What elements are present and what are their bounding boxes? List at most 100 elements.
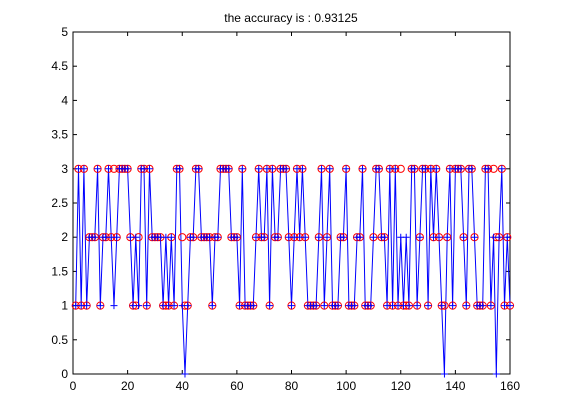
predicted-point xyxy=(208,302,216,310)
actual-point xyxy=(287,301,296,310)
actual-point xyxy=(470,233,479,242)
predicted-point xyxy=(498,165,506,173)
predicted-point xyxy=(462,302,470,310)
actual-point xyxy=(459,233,468,242)
predicted-markers xyxy=(72,165,514,378)
predicted-point xyxy=(460,233,468,241)
predicted-point xyxy=(367,302,375,310)
predicted-point xyxy=(94,165,102,173)
predicted-point xyxy=(132,233,140,241)
actual-point xyxy=(358,164,367,173)
predicted-point xyxy=(274,233,282,241)
actual-point xyxy=(93,164,102,173)
actual-point xyxy=(415,233,424,242)
predicted-point xyxy=(288,302,295,310)
x-tick-label: 80 xyxy=(285,379,299,393)
actual-point xyxy=(448,301,457,310)
x-tick-label: 60 xyxy=(230,379,244,393)
actual-point xyxy=(208,301,217,310)
predicted-point xyxy=(135,302,143,310)
predicted-point xyxy=(255,165,263,173)
actual-point xyxy=(322,233,332,242)
predicted-point xyxy=(176,165,184,173)
predicted-point xyxy=(170,302,178,310)
predicted-point xyxy=(449,302,457,310)
actual-point xyxy=(254,164,263,173)
predicted-point xyxy=(189,233,197,241)
predicted-point xyxy=(301,233,309,241)
predicted-point xyxy=(105,165,113,173)
predicted-point xyxy=(440,370,448,378)
predicted-point xyxy=(405,302,413,310)
predicted-point xyxy=(468,165,476,173)
actual-point xyxy=(369,233,378,242)
predicted-point xyxy=(315,233,323,241)
actual-point xyxy=(497,164,506,173)
x-tick-label: 140 xyxy=(445,379,465,393)
predicted-point xyxy=(487,302,495,310)
predicted-point xyxy=(369,233,377,241)
predicted-point xyxy=(435,233,443,241)
axis-tick-labels: 0 20 40 60 80 100 120 140 160 0 0.5 1 1.5 2 2.5 3 3.5 4 4.… xyxy=(51,25,520,393)
predicted-point xyxy=(424,302,432,310)
x-tick-label: 0 xyxy=(70,379,77,393)
predicted-point xyxy=(342,165,350,173)
predicted-point xyxy=(124,165,132,173)
predicted-point xyxy=(238,165,246,173)
x-tick-label: 20 xyxy=(121,379,135,393)
predicted-point xyxy=(167,233,175,241)
predicted-point xyxy=(91,233,99,241)
predicted-point xyxy=(282,165,290,173)
actual-point xyxy=(238,164,247,173)
actual-point xyxy=(314,233,323,242)
y-tick-label: 4.5 xyxy=(51,59,68,73)
actual-point xyxy=(320,301,329,310)
predicted-point xyxy=(402,233,410,241)
predicted-point xyxy=(268,165,276,173)
predicted-point xyxy=(416,233,424,241)
actual-point xyxy=(265,301,274,310)
predicted-point xyxy=(492,370,500,378)
x-tick-label: 40 xyxy=(176,379,190,393)
predicted-point xyxy=(375,165,383,173)
predicted-point xyxy=(457,165,465,173)
predicted-point xyxy=(195,165,203,173)
predicted-point xyxy=(443,233,451,241)
predicted-point xyxy=(312,302,320,310)
predicted-point xyxy=(143,302,151,310)
actual-point xyxy=(443,233,452,242)
x-tick-label: 160 xyxy=(500,379,520,393)
predicted-point xyxy=(320,302,328,310)
predicted-point xyxy=(318,165,326,173)
actual-point xyxy=(342,164,351,173)
predicted-point xyxy=(233,233,241,241)
predicted-point xyxy=(113,233,121,241)
predicted-point xyxy=(380,233,388,241)
predicted-point xyxy=(495,233,503,241)
axis-ticks xyxy=(72,31,511,375)
actual-point xyxy=(486,301,495,310)
predicted-point xyxy=(260,233,268,241)
y-tick-label: 1 xyxy=(61,299,68,313)
x-tick-label: 120 xyxy=(391,379,411,393)
predicted-point xyxy=(356,233,364,241)
y-tick-label: 0 xyxy=(61,367,68,381)
predicted-point xyxy=(181,370,189,378)
predicted-point xyxy=(484,165,492,173)
actual-point xyxy=(325,164,334,173)
predicted-point xyxy=(298,165,306,173)
actual-point xyxy=(503,233,512,242)
predicted-point xyxy=(438,302,446,310)
y-tick-label: 1.5 xyxy=(51,264,68,278)
predicted-point xyxy=(96,302,104,310)
predicted-point xyxy=(470,233,478,241)
predicted-point xyxy=(506,302,514,310)
predicted-point xyxy=(391,165,399,173)
actual-point xyxy=(413,301,422,310)
actual-point xyxy=(142,301,151,310)
predicted-point xyxy=(110,302,118,310)
predicted-point xyxy=(503,233,511,241)
predicted-point xyxy=(339,233,347,241)
actual-point xyxy=(437,301,446,310)
